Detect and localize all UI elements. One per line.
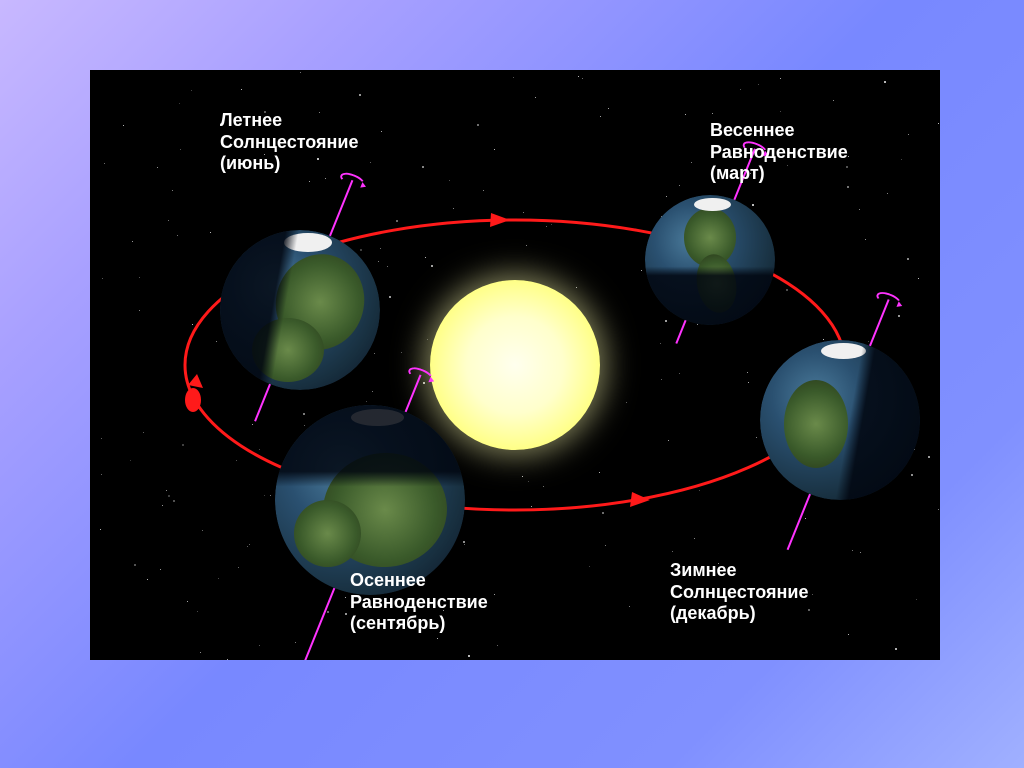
label-spring-line1: Весеннее: [710, 120, 795, 140]
earth-summer: [220, 230, 380, 390]
label-autumn: Осеннее Равноденствие (сентябрь): [350, 570, 488, 635]
label-summer: Летнее Солнцестояние (июнь): [220, 110, 359, 175]
label-spring-line2: Равноденствие: [710, 142, 848, 162]
sun: [430, 280, 600, 450]
label-winter: Зимнее Солнцестояние (декабрь): [670, 560, 809, 625]
label-autumn-line2: Равноденствие: [350, 592, 488, 612]
earth-autumn: [275, 405, 465, 595]
label-summer-line2: Солнцестояние: [220, 132, 359, 152]
label-autumn-line3: (сентябрь): [350, 613, 445, 633]
earth-spring: [645, 195, 775, 325]
label-summer-line3: (июнь): [220, 153, 280, 173]
label-spring: Весеннее Равноденствие (март): [710, 120, 848, 185]
label-autumn-line1: Осеннее: [350, 570, 426, 590]
diagram-frame: Летнее Солнцестояние (июнь) Весеннее Рав…: [90, 70, 940, 660]
label-spring-line3: (март): [710, 163, 765, 183]
label-summer-line1: Летнее: [220, 110, 282, 130]
earth-winter: [760, 340, 920, 500]
label-winter-line2: Солнцестояние: [670, 582, 809, 602]
label-winter-line1: Зимнее: [670, 560, 737, 580]
label-winter-line3: (декабрь): [670, 603, 756, 623]
